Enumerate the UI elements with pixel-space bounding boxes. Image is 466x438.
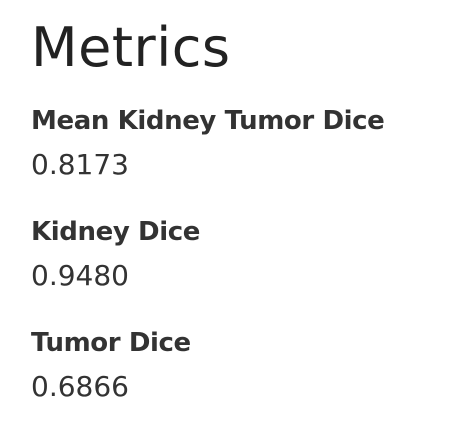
metric-tumor-dice: Tumor Dice 0.6866 (31, 326, 191, 404)
metric-value: 0.6866 (31, 370, 129, 403)
metric-label: Tumor Dice (31, 328, 191, 358)
page-title: Metrics (31, 16, 231, 79)
metric-label: Mean Kidney Tumor Dice (31, 106, 385, 136)
metric-mean-kidney-tumor-dice: Mean Kidney Tumor Dice 0.8173 (31, 104, 385, 182)
metric-kidney-dice: Kidney Dice 0.9480 (31, 215, 200, 293)
metric-value: 0.8173 (31, 148, 129, 181)
metric-label: Kidney Dice (31, 217, 200, 247)
metric-value: 0.9480 (31, 259, 129, 292)
